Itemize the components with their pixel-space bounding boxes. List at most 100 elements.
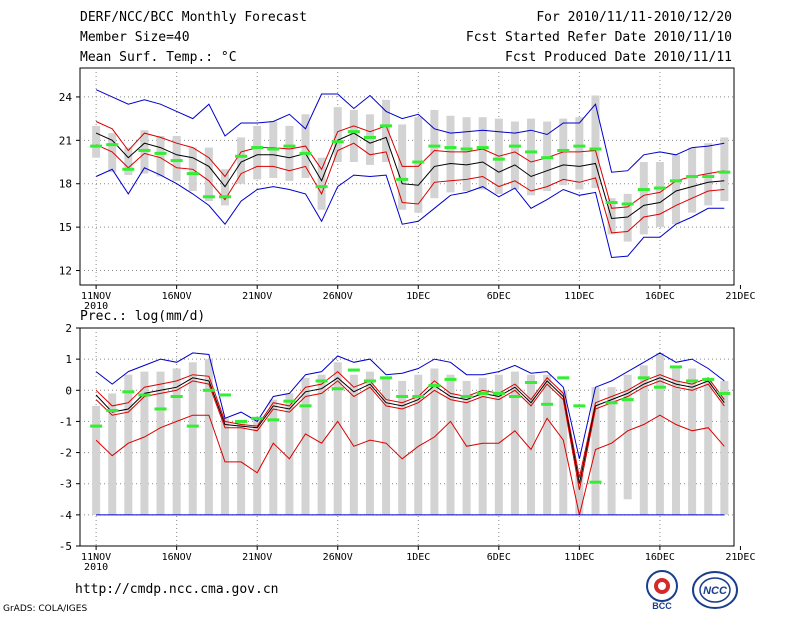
observed-marker — [508, 144, 521, 148]
observed-marker — [718, 391, 731, 395]
variable-label: Mean Surf. Temp.: °C — [80, 50, 237, 65]
spread-bar — [478, 377, 487, 515]
x-tick-label: 16NOV — [162, 291, 192, 302]
observed-marker — [363, 135, 376, 139]
series-lower-line — [95, 380, 725, 490]
observed-marker — [653, 385, 666, 389]
spread-bar — [253, 125, 262, 180]
y-tick-label: 15 — [59, 221, 72, 234]
y-tick-label: 24 — [59, 91, 73, 104]
observed-marker — [541, 156, 554, 160]
x-tick-label: 1DEC — [406, 291, 430, 302]
spread-bar — [285, 393, 294, 515]
observed-marker — [476, 391, 489, 395]
spread-bar — [575, 474, 584, 515]
x-tick-label: 16NOV — [162, 552, 192, 563]
panel-title: Prec.: log(mm/d) — [80, 309, 205, 324]
series-mean-line — [95, 132, 725, 220]
observed-marker — [702, 175, 715, 178]
spread-bar — [704, 143, 713, 206]
observed-marker — [557, 148, 570, 152]
spread-bar — [382, 99, 391, 163]
spread-bar — [672, 368, 681, 515]
bcc-logo: BCC — [646, 570, 678, 611]
x-tick-label: 21DEC — [725, 291, 755, 302]
observed-marker — [202, 195, 215, 199]
y-tick-label: 18 — [59, 178, 72, 191]
spread-bar — [333, 107, 342, 163]
spread-bar — [672, 154, 681, 225]
x-tick-label: 6DEC — [487, 291, 511, 302]
spread-bar — [398, 380, 407, 515]
spread-bar — [446, 115, 455, 193]
spread-bar — [172, 368, 181, 515]
spread-bar — [365, 371, 374, 515]
spread-bar — [494, 374, 503, 515]
observed-marker — [396, 177, 409, 181]
observed-marker — [251, 146, 264, 150]
spread-bar — [639, 162, 648, 235]
observed-marker — [106, 409, 119, 413]
observed-marker — [686, 379, 699, 383]
y-tick-label: -3 — [59, 478, 72, 491]
spread-bar — [607, 387, 616, 515]
observed-marker — [444, 377, 457, 381]
spread-bar — [382, 377, 391, 515]
spread-bar — [124, 374, 133, 515]
observed-marker — [508, 395, 521, 399]
observed-marker — [412, 395, 425, 399]
x-tick-label: 1DEC — [406, 552, 430, 563]
observed-marker — [154, 407, 167, 411]
spread-bar — [527, 118, 536, 196]
observed-marker — [138, 148, 151, 152]
observed-marker — [315, 379, 328, 383]
produced-date: Fcst Produced Date 2010/11/11 — [505, 50, 732, 65]
observed-marker — [525, 381, 538, 384]
spread-bar — [414, 117, 423, 213]
chart-title: DERF/NCC/BCC Monthly Forecast — [80, 10, 307, 25]
ncc-logo: NCC — [692, 571, 738, 609]
observed-marker — [525, 150, 538, 154]
observed-marker — [589, 480, 602, 484]
observed-marker — [541, 402, 554, 406]
plot-frame — [79, 67, 735, 286]
footer-url[interactable]: http://cmdp.ncc.cma.gov.cn — [75, 582, 279, 597]
observed-marker — [396, 395, 409, 399]
spread-bar — [108, 393, 117, 515]
spread-bar — [237, 421, 246, 515]
spread-bar — [124, 147, 133, 176]
spread-bar — [92, 405, 101, 515]
spread-bar — [156, 371, 165, 515]
observed-marker — [106, 143, 119, 147]
precipitation-panel: -5 -4 -3 -2 -1 0 1 2 11NOV 16NOV 21NOV 26NOV 1DEC 6DE… — [59, 309, 756, 573]
observed-marker — [347, 130, 360, 134]
observed-marker — [492, 157, 505, 161]
spread-bar — [462, 380, 471, 515]
observed-marker — [637, 376, 650, 380]
observed-marker — [380, 376, 393, 380]
observed-marker — [718, 170, 731, 174]
series-upper-line — [95, 121, 725, 209]
x-tick-label: 26NOV — [323, 291, 353, 302]
spread-bar — [623, 193, 632, 242]
spread-bar — [510, 121, 519, 190]
spread-bar — [688, 147, 697, 213]
observed-marker — [218, 393, 231, 397]
observed-marker — [331, 140, 344, 144]
spread-bar — [204, 359, 213, 515]
spread-bar — [607, 198, 616, 235]
observed-marker — [637, 188, 650, 192]
spread-bar — [317, 157, 326, 210]
spread-bar — [591, 95, 600, 189]
observed-marker — [235, 154, 248, 158]
observed-marker — [605, 201, 618, 205]
x-tick-label: 6DEC — [487, 552, 511, 563]
grads-credit: GrADS: COLA/IGES — [3, 604, 88, 614]
x-tick-label: 21DEC — [725, 552, 755, 563]
spread-bar — [527, 374, 536, 515]
temperature-panel: 12 15 18 21 24 11NOV 16NOV 21NOV 26NOV 1DEC 6DEC 11… — [59, 67, 755, 312]
spread-bar — [720, 137, 729, 202]
spread-bar — [478, 117, 487, 190]
y-tick-label: -5 — [59, 540, 72, 553]
